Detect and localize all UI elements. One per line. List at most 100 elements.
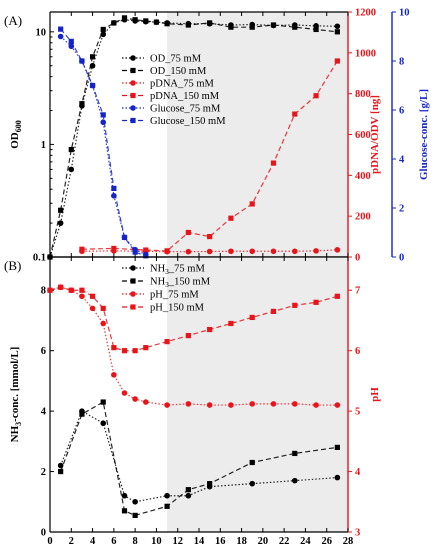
- panel-b-point-nh3-150-mm: [121, 508, 128, 514]
- panel-b-point-ph-75-mm: [100, 320, 107, 327]
- panel-b-point-nh3-150-mm: [100, 399, 106, 405]
- panel-b-point-ph-150-mm: [228, 320, 234, 327]
- panel-a-right2-axis-title: Glucose-conc. [g/L]: [418, 89, 430, 180]
- panel-b-right-tick-label: 7: [355, 286, 360, 297]
- panel-b-series-nh3-75-mm: [57, 408, 341, 505]
- panel-a-point-od-150-mm: [334, 29, 340, 35]
- panel-a-right-tick-label: 1200: [355, 8, 376, 19]
- panel-b-point-nh3-75-mm: [249, 480, 256, 487]
- panel-b-left-tick-label: 4: [41, 407, 47, 418]
- panel-a-point-pdna-75-mm: [334, 247, 341, 253]
- panel-b-point-ph-75-mm: [185, 401, 192, 407]
- panel-b-point-ph-75-mm: [249, 401, 256, 407]
- panel-a-series-line-pdna-150-mm: [81, 60, 338, 252]
- panel-a-series-glucose-75-mm: [57, 33, 149, 258]
- panel-b-point-ph-75-mm: [142, 399, 149, 405]
- panel-b-point-ph-150-mm: [100, 305, 106, 311]
- panel-a-right2-tick-label: 10: [399, 8, 410, 19]
- panel-b-legend-marker: [130, 304, 136, 310]
- panel-a-point-od-150-mm: [249, 24, 255, 30]
- panel-a-right-tick-label: 200: [355, 212, 371, 223]
- panel-b-right-tick-label: 4: [355, 467, 361, 478]
- panel-a-shaded-region: [167, 12, 348, 257]
- panel-a-point-pdna-150-mm: [164, 248, 170, 254]
- panel-b-x-tick-label: 22: [279, 536, 290, 547]
- panel-a-point-od-150-mm: [58, 207, 64, 213]
- panel-a-point-pdna-150-mm: [270, 160, 277, 166]
- panel-a-point-od-150-mm: [100, 26, 106, 33]
- panel-b-point-nh3-75-mm: [334, 474, 341, 481]
- panel-b-point-ph-150-mm: [111, 345, 117, 351]
- panel-a-point-glucose-150-mm: [79, 58, 85, 64]
- panel-a-point-pdna-150-mm: [79, 246, 85, 252]
- panel-b-point-ph-150-mm: [249, 314, 255, 321]
- panel-a-series-line-od-75-mm: [49, 19, 338, 258]
- panel-a-right2-tick-label: 0: [399, 253, 404, 264]
- panel-b-x-tick-label: 12: [172, 536, 183, 547]
- panel-b-legend-entry: pH_75 mM: [150, 290, 199, 301]
- panel-b-point-ph-150-mm: [68, 287, 74, 293]
- panel-a-right2-tick-label: 4: [399, 155, 405, 166]
- panel-a-right-tick-label: 600: [355, 130, 371, 141]
- panel-a-point-glucose-150-mm: [111, 185, 117, 191]
- panel-a-point-glucose-150-mm: [121, 234, 128, 240]
- panel-a-legend-marker: [130, 117, 136, 124]
- panel-a-point-glucose-150-mm: [100, 112, 106, 118]
- panel-a-legend-entry: OD_150 mM: [150, 66, 207, 77]
- panel-a-point-pdna-150-mm: [334, 58, 340, 64]
- panel-a-legend-entry: Glucose_75 mM: [150, 104, 221, 115]
- panel-b-point-nh3-150-mm: [292, 450, 298, 457]
- panel-b-point-ph-150-mm: [207, 326, 213, 333]
- panel-a-legend-marker: [130, 55, 136, 61]
- panel-b-point-ph-75-mm: [164, 402, 170, 408]
- panel-b-point-nh3-150-mm: [207, 481, 213, 487]
- panel-a-point-glucose-150-mm: [143, 253, 149, 259]
- panel-b-x-tick-label: 28: [343, 536, 354, 547]
- panel-b-point-ph-75-mm: [334, 402, 341, 408]
- panel-a-point-pdna-75-mm: [313, 248, 319, 254]
- panel-a-point-od-150-mm: [79, 101, 85, 107]
- panel-b-x-tick-label: 8: [133, 536, 138, 547]
- panel-b-point-ph-75-mm: [291, 401, 298, 407]
- panel-a-point-pdna-150-mm: [313, 93, 319, 99]
- panel-a-point-od-150-mm: [153, 19, 160, 25]
- panel-a-point-glucose-75-mm: [100, 119, 107, 126]
- panel-b-series-ph-75-mm: [47, 284, 341, 408]
- panel-b-left-tick-label: 2: [41, 467, 46, 478]
- panel-a-point-pdna-75-mm: [185, 248, 192, 255]
- panel-b-left-tick-label: 0: [41, 528, 46, 539]
- panel-a-point-od-150-mm: [292, 24, 298, 30]
- panel-a-left-axis-title-main: OD: [9, 132, 21, 149]
- panel-a-point-od-75-mm: [334, 23, 341, 30]
- panel-a-left-axis-title: OD600: [9, 120, 23, 149]
- panel-a-series-pdna-150-mm: [79, 58, 340, 254]
- panel-a-point-od-150-mm: [313, 26, 319, 33]
- panel-b-point-ph-150-mm: [121, 348, 128, 354]
- panel-b-point-ph-75-mm: [121, 390, 128, 396]
- panel-b-left-axis-title-suffix: -conc. [mmol/L]: [9, 347, 21, 422]
- panel-a-right2-tick-label: 2: [399, 204, 404, 215]
- panel-b-point-nh3-75-mm: [121, 492, 128, 499]
- panel-b-point-nh3-75-mm: [164, 492, 170, 499]
- panel-a-right-tick-label: 800: [355, 89, 371, 100]
- panel-a-point-pdna-75-mm: [206, 248, 213, 255]
- panel-a-point-od-150-mm: [185, 22, 191, 28]
- panel-a-point-od-150-mm: [228, 24, 234, 30]
- panel-b-x-tick-label: 14: [194, 536, 205, 547]
- panel-b-legend-marker: [130, 278, 136, 284]
- panel-b-point-nh3-75-mm: [185, 492, 192, 499]
- panel-a-point-od-150-mm: [132, 17, 138, 23]
- panel-a-point-glucose-150-mm: [132, 249, 138, 255]
- panel-b-point-nh3-150-mm: [185, 487, 191, 493]
- panel-a-point-od-75-mm: [68, 166, 75, 173]
- panel-b-point-nh3-150-mm: [334, 444, 340, 450]
- panel-b-point-ph-75-mm: [228, 402, 234, 408]
- panel-a-legend-marker: [130, 105, 136, 111]
- panel-b-point-ph-150-mm: [313, 299, 319, 305]
- panel-b-point-nh3-150-mm: [79, 411, 85, 417]
- panel-b-left-axis-title: NH3-conc. [mmol/L]: [9, 347, 23, 443]
- panel-a-right-tick-label: 1000: [355, 48, 376, 59]
